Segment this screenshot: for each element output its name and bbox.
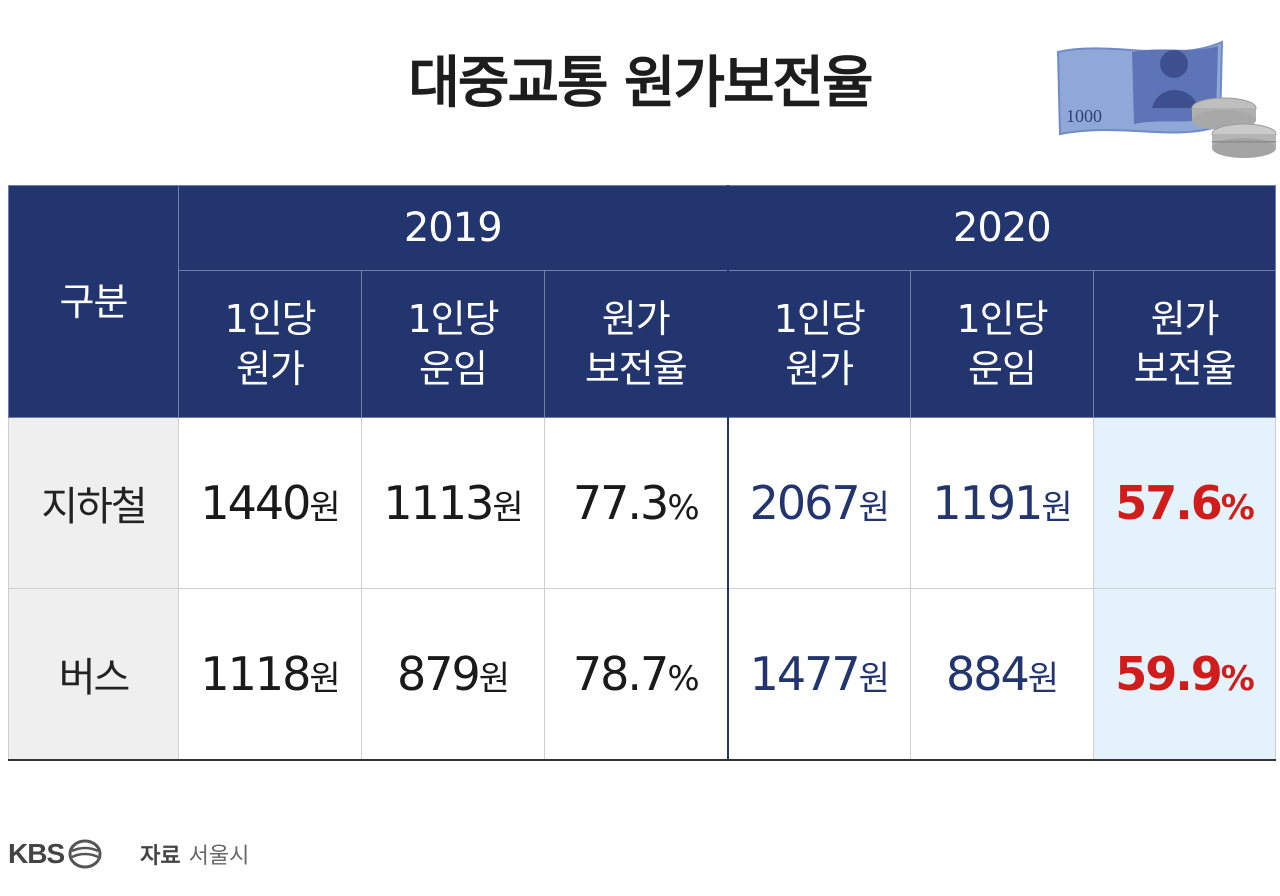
row-header-label: 구분 <box>8 185 179 418</box>
col-2020-cost: 1인당 원가 <box>726 270 912 418</box>
chart-title: 대중교통 원가보전율 <box>408 51 873 116</box>
cell-subway-2020-fare: 1191원 <box>910 417 1095 589</box>
row-label-bus: 버스 <box>8 588 179 761</box>
data-table: 구분 2019 2020 1인당 원가 1인당 운임 원가 보전율 1인당 원가… <box>8 185 1277 761</box>
cell-bus-2020-fare: 884원 <box>910 588 1095 761</box>
kbs-globe-icon <box>68 839 102 869</box>
kbs-logo-text: KBS <box>8 838 65 869</box>
col-2020-fare: 1인당 운임 <box>910 270 1095 418</box>
cell-bus-2019-cost: 1118원 <box>178 588 362 761</box>
year-2019-header: 2019 <box>177 185 729 271</box>
cell-subway-2019-fare: 1113원 <box>361 417 545 589</box>
year-2020-header: 2020 <box>726 185 1277 271</box>
money-illustration-icon: 1000 <box>1056 40 1277 158</box>
cell-bus-2019-ratio: 78.7% <box>543 588 729 761</box>
col-2019-fare: 1인당 운임 <box>361 270 545 418</box>
table-row-subway: 지하철 1440원 1113원 77.3% 2067원 1191원 57.6% <box>8 417 1277 589</box>
cell-bus-2020-cost: 1477원 <box>726 588 912 761</box>
source-value: 서울시 <box>188 844 250 869</box>
row-label-subway: 지하철 <box>8 417 179 589</box>
cell-bus-2019-fare: 879원 <box>361 588 545 761</box>
cell-subway-2020-ratio: 57.6% <box>1093 417 1277 589</box>
cell-bus-2020-ratio: 59.9% <box>1093 588 1277 761</box>
footer: KBS 자료 서울시 <box>8 834 249 874</box>
table-row-bus: 버스 1118원 879원 78.7% 1477원 884원 59.9% <box>8 588 1277 761</box>
cell-subway-2020-cost: 2067원 <box>726 417 912 589</box>
col-2019-cost: 1인당 원가 <box>178 270 362 418</box>
cell-subway-2019-ratio: 77.3% <box>543 417 729 589</box>
source-label: 자료 <box>140 844 181 869</box>
cell-subway-2019-cost: 1440원 <box>178 417 362 589</box>
col-2020-ratio: 원가 보전율 <box>1093 270 1277 418</box>
col-2019-ratio: 원가 보전율 <box>543 270 729 418</box>
svg-text:1000: 1000 <box>1066 106 1102 126</box>
